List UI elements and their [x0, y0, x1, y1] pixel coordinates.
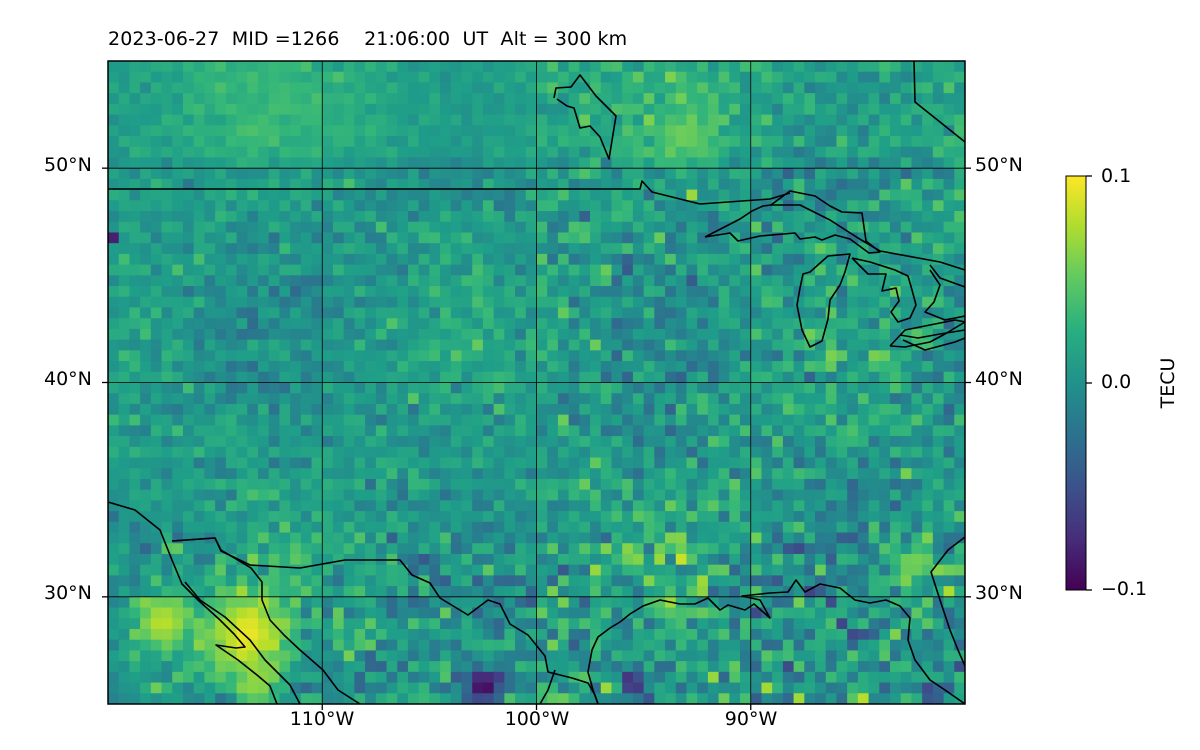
lon-label-110w: 110°W — [289, 708, 355, 730]
atlantic-coast — [930, 536, 965, 667]
lat-label-right-50: 50°N — [975, 154, 1023, 176]
colorbar-label-zero: 0.0 — [1101, 371, 1132, 393]
gulf-coast-us — [587, 579, 965, 704]
lake-erie-outline — [899, 329, 965, 351]
map-gridlines — [108, 61, 965, 704]
colorbar-label-max: 0.1 — [1101, 165, 1132, 187]
hudson-bay-coast — [553, 74, 617, 160]
lon-label-90w: 90°W — [724, 708, 778, 730]
hudson-bay-east-coast — [913, 61, 965, 143]
colorbar — [1065, 175, 1087, 591]
st-lawrence-shore — [929, 264, 965, 288]
lat-label-left-30: 30°N — [44, 582, 92, 604]
lat-label-right-40: 40°N — [975, 368, 1023, 390]
title-time: 21:06:00 — [364, 28, 451, 50]
tec-perturbation-heatmap — [108, 61, 965, 704]
lake-ontario — [924, 269, 965, 321]
lat-label-right-30: 30°N — [975, 582, 1023, 604]
colorbar-label-min: −0.1 — [1101, 578, 1148, 600]
superior-north-shore — [770, 204, 965, 271]
lake-huron — [851, 257, 917, 323]
colorbar-tick-marks — [1086, 175, 1092, 591]
lat-label-left-50: 50°N — [44, 154, 92, 176]
mexico-gulf-coast — [539, 669, 556, 704]
baja-coast-inner — [184, 581, 301, 704]
plot-title: 2023-06-27 MID =1266 21:06:00 UT Alt = 3… — [108, 28, 627, 50]
lat-label-left-40: 40°N — [44, 368, 92, 390]
us-canada-border — [108, 180, 791, 205]
title-date: 2023-06-27 — [108, 28, 220, 50]
colorbar-unit-label: TECU — [1157, 357, 1179, 409]
title-mid: MID =1266 — [231, 28, 340, 50]
title-time-unit: UT — [462, 28, 489, 50]
axis-tick-marks — [102, 167, 971, 710]
pacific-coast — [108, 501, 278, 704]
us-mexico-border — [171, 537, 599, 704]
title-altitude: Alt = 300 km — [500, 28, 628, 50]
coastlines-borders — [108, 61, 965, 704]
lake-michigan — [796, 253, 851, 348]
lon-label-100w: 100°W — [504, 708, 570, 730]
